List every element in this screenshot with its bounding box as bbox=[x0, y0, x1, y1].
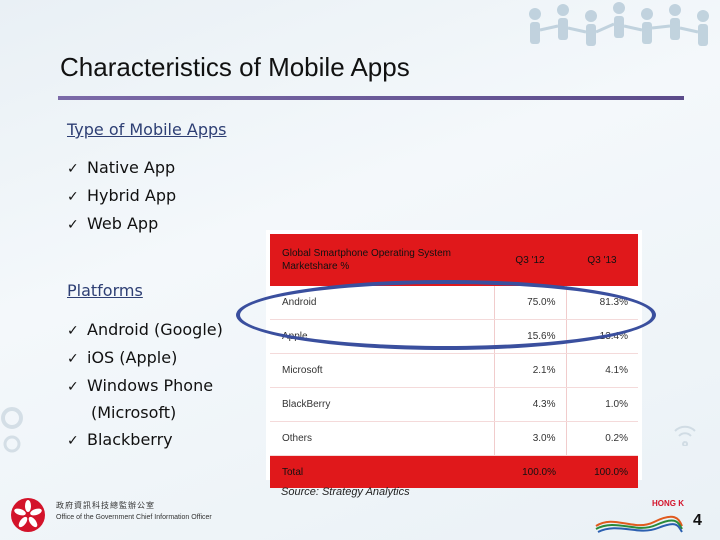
brand-logo-text: HONG KONG bbox=[652, 499, 684, 508]
checkmark-icon: ✓ bbox=[67, 351, 79, 367]
checkmark-icon: ✓ bbox=[67, 189, 79, 205]
gear-icon bbox=[1, 407, 23, 453]
title-underline bbox=[58, 96, 684, 100]
table-header-q3-12: Q3 '12 bbox=[494, 234, 566, 286]
checkmark-icon: ✓ bbox=[67, 161, 79, 177]
types-list: ✓ Native App ✓ Hybrid App ✓ Web App bbox=[67, 154, 176, 238]
list-item: ✓ Native App bbox=[67, 154, 176, 182]
checkmark-icon: ✓ bbox=[67, 323, 79, 339]
highlight-ellipse bbox=[236, 280, 656, 350]
list-item: ✓ Blackberry bbox=[67, 426, 223, 454]
table-source-caption: Source: Strategy Analytics bbox=[281, 486, 410, 498]
table-total-row: Total 100.0% 100.0% bbox=[270, 455, 638, 488]
list-item-continuation: (Microsoft) bbox=[91, 403, 177, 422]
table-header-q3-13: Q3 '13 bbox=[566, 234, 638, 286]
office-name-chinese: 政府資訊科技總監辦公室 bbox=[56, 501, 155, 510]
table-row: BlackBerry 4.3% 1.0% bbox=[270, 387, 638, 422]
slide-title: Characteristics of Mobile Apps bbox=[60, 52, 410, 82]
list-item: ✓ Web App bbox=[67, 210, 176, 238]
page-number: 4 bbox=[693, 512, 702, 529]
checkmark-icon: ✓ bbox=[67, 379, 79, 395]
wireless-signal-icon bbox=[674, 425, 696, 446]
table-row: Others 3.0% 0.2% bbox=[270, 421, 638, 456]
list-item: ✓ Android (Google) bbox=[67, 316, 223, 344]
list-item: ✓ iOS (Apple) bbox=[67, 344, 223, 372]
people-chain-decoration bbox=[529, 2, 709, 46]
table-header-label: Global Smartphone Operating System Marke… bbox=[270, 234, 494, 286]
brand-hong-kong-logo: HONG KONG bbox=[595, 499, 684, 533]
table-row: Microsoft 2.1% 4.1% bbox=[270, 353, 638, 388]
types-heading: Type of Mobile Apps bbox=[67, 120, 227, 139]
platforms-list: ✓ Android (Google) ✓ iOS (Apple) ✓ Windows … bbox=[67, 316, 223, 454]
checkmark-icon: ✓ bbox=[67, 433, 79, 449]
office-name-english: Office of the Government Chief Informati… bbox=[56, 514, 212, 521]
list-item: ✓ Windows Phone bbox=[67, 372, 223, 400]
platforms-heading: Platforms bbox=[67, 281, 143, 300]
marketshare-table-image: Global Smartphone Operating System Marke… bbox=[266, 230, 642, 488]
hksar-emblem-logo bbox=[11, 498, 45, 532]
marketshare-table: Global Smartphone Operating System Marke… bbox=[270, 234, 638, 488]
checkmark-icon: ✓ bbox=[67, 217, 79, 233]
table-header-row: Global Smartphone Operating System Marke… bbox=[270, 234, 638, 286]
list-item: ✓ Hybrid App bbox=[67, 182, 176, 210]
